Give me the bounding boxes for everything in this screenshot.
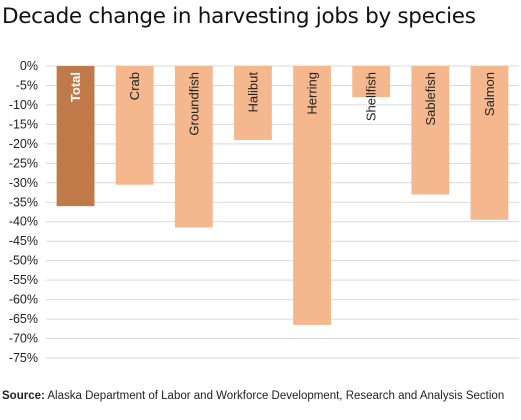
bar bbox=[115, 66, 154, 185]
y-tick-label: -35% bbox=[9, 195, 38, 209]
bar bbox=[234, 66, 272, 140]
y-tick-label: -20% bbox=[9, 137, 38, 151]
y-tick-label: -10% bbox=[9, 98, 38, 112]
category-label: Groundfish bbox=[186, 72, 201, 136]
y-tick-label: -15% bbox=[9, 117, 38, 131]
bar bbox=[352, 66, 391, 98]
y-tick-label: -75% bbox=[9, 351, 38, 365]
source-label: Source: bbox=[2, 390, 45, 402]
category-label: Crab bbox=[127, 72, 142, 100]
bar bbox=[293, 66, 331, 325]
source-note: Source: Alaska Department of Labor and W… bbox=[2, 390, 517, 402]
y-tick-label: -25% bbox=[9, 156, 38, 170]
chart-title: Decade change in harvesting jobs by spec… bbox=[2, 4, 476, 29]
y-tick-label: -5% bbox=[16, 78, 38, 92]
category-label: Total bbox=[68, 72, 83, 102]
y-tick-label: -60% bbox=[9, 293, 38, 307]
bar bbox=[174, 66, 213, 228]
bar-chart: 0% -5% -10% -15% -20% -25% -30% -35% -40% -45% -50… bbox=[9, 59, 519, 365]
category-label: Shellfish bbox=[364, 72, 379, 121]
y-tick-label: -50% bbox=[9, 254, 38, 268]
source-text: Alaska Department of Labor and Workforce… bbox=[47, 390, 505, 402]
category-label: Salmon bbox=[482, 72, 497, 116]
y-tick-label: -55% bbox=[9, 273, 38, 287]
bar bbox=[411, 66, 450, 195]
bar bbox=[56, 66, 95, 207]
y-tick-label: -45% bbox=[9, 234, 38, 248]
bar bbox=[470, 66, 509, 220]
category-label: Herring bbox=[305, 72, 320, 115]
y-tick-label: -40% bbox=[9, 215, 38, 229]
y-tick-label: -65% bbox=[9, 312, 38, 326]
y-tick-label: 0% bbox=[20, 59, 38, 73]
category-label: Halibut bbox=[245, 72, 260, 113]
y-tick-label: -30% bbox=[9, 176, 38, 190]
category-label: Sablefish bbox=[423, 72, 438, 125]
y-tick-label: -70% bbox=[9, 332, 38, 346]
